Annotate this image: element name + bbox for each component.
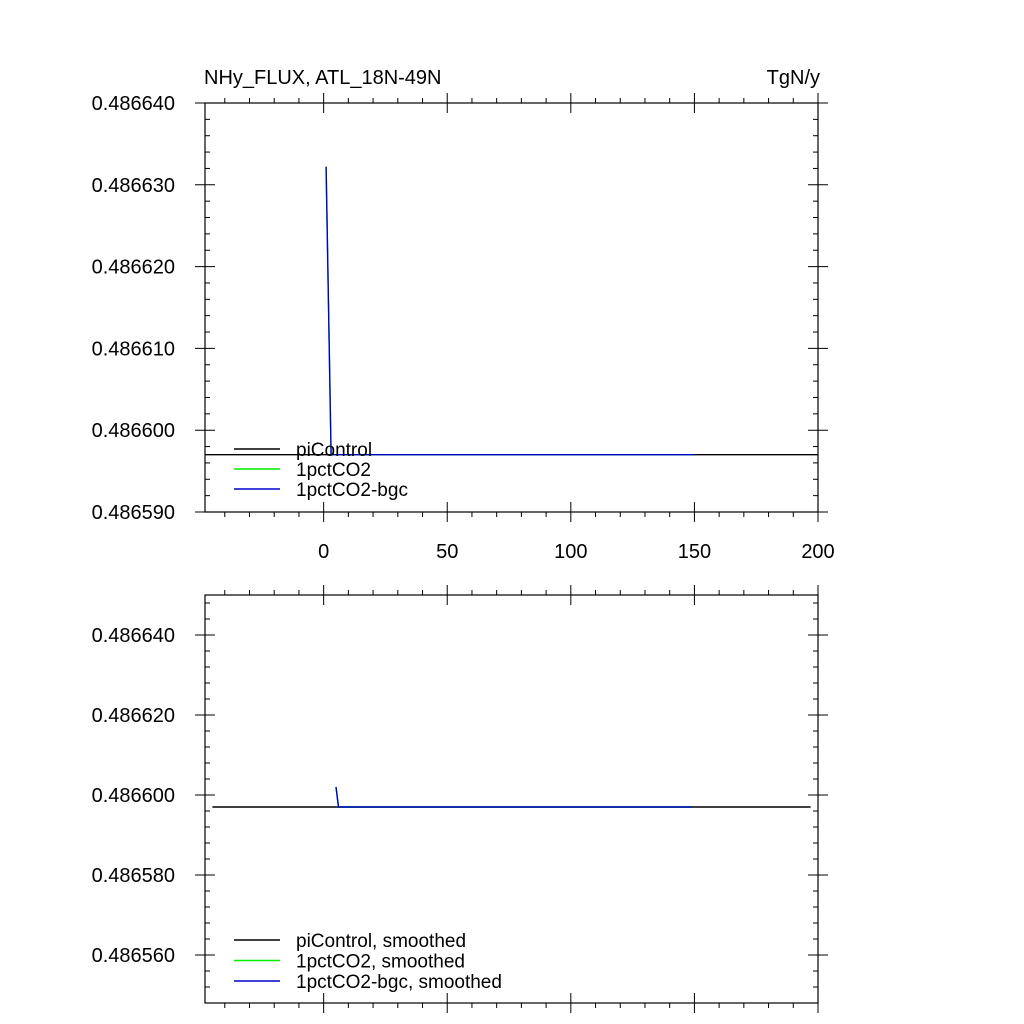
y-tick-label: 0.486600 (92, 420, 175, 442)
plot-frame (204, 102, 819, 513)
x-tick-label: 0 (318, 541, 329, 563)
series-line-1 (325, 166, 695, 456)
top-panel: NHy_FLUX, ATL_18N-49N TgN/y 0 50 100 150 200… (92, 67, 835, 563)
bottom-panel: 0.486560 0.486580 0.486600 0.486620 0.486640… (92, 585, 828, 1013)
series-line-2 (335, 786, 692, 808)
legend-label: 1pctCO2, smoothed (296, 952, 465, 973)
x-tick-label: 150 (678, 541, 711, 563)
legend-label: piControl, smoothed (296, 931, 466, 952)
y-tick-label: 0.486640 (92, 93, 175, 115)
y-tick-label: 0.486590 (92, 502, 175, 524)
y-tick-label: 0.486640 (92, 625, 175, 647)
x-tick-label: 50 (436, 541, 458, 563)
legend-label: 1pctCO2-bgc, smoothed (296, 972, 502, 993)
legend-label: piControl (296, 440, 372, 461)
ticks-layer: 0 50 100 150 200 0.486590 0.486600 0.486610 0.48… (92, 93, 835, 563)
y-tick-label: 0.486560 (92, 945, 175, 967)
x-tick-label: 100 (554, 541, 587, 563)
legend-label: 1pctCO2 (296, 460, 371, 481)
y-tick-label: 0.486580 (92, 865, 175, 887)
series-line-2 (325, 166, 695, 456)
units-label: TgN/y (767, 67, 820, 89)
series-line-1 (335, 786, 692, 808)
series-layer (212, 786, 811, 808)
legend-label: 1pctCO2-bgc (296, 480, 408, 501)
y-tick-label: 0.486630 (92, 175, 175, 197)
y-tick-label: 0.486610 (92, 338, 175, 360)
y-tick-label: 0.486620 (92, 257, 175, 279)
plot-frame (204, 594, 819, 1004)
y-tick-label: 0.486620 (92, 705, 175, 727)
series-layer (205, 166, 818, 456)
chart-title: NHy_FLUX, ATL_18N-49N (204, 67, 442, 89)
y-tick-label: 0.486600 (92, 785, 175, 807)
x-tick-label: 200 (801, 541, 834, 563)
